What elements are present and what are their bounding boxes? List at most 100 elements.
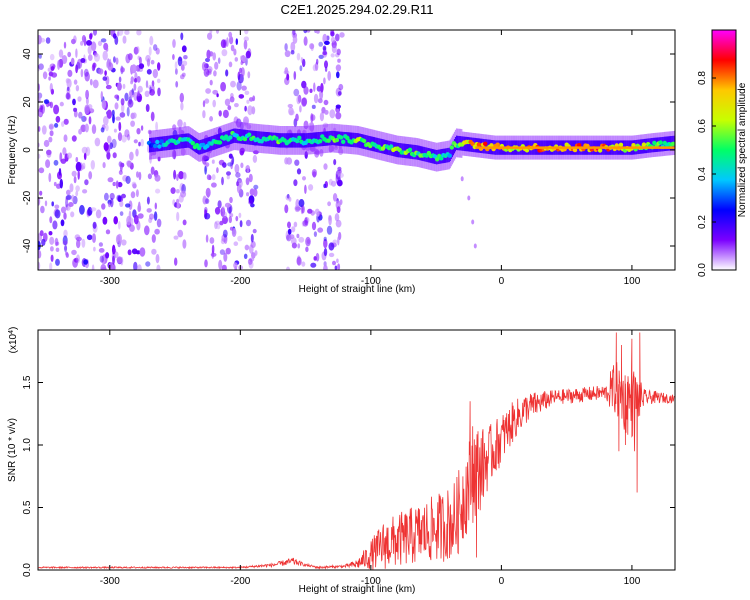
tail-point	[467, 195, 471, 201]
ridge-body	[450, 144, 452, 160]
noise-speckle	[89, 78, 93, 86]
noise-speckle	[323, 47, 327, 55]
noise-speckle	[133, 261, 138, 270]
noise-speckle	[316, 30, 320, 34]
noise-speckle	[335, 33, 340, 42]
noise-speckle	[50, 66, 55, 71]
noise-speckle	[114, 102, 119, 110]
noise-speckle	[137, 204, 142, 212]
noise-speckle	[209, 79, 213, 86]
noise-speckle	[38, 126, 41, 132]
noise-speckle	[130, 191, 136, 199]
noise-speckle	[234, 103, 239, 108]
noise-speckle	[62, 240, 68, 246]
noise-speckle	[211, 182, 217, 188]
ridge-body	[469, 137, 471, 152]
noise-speckle	[286, 266, 290, 270]
x-tick-label: -300	[100, 276, 120, 287]
noise-speckle	[304, 184, 307, 194]
noise-speckle	[293, 71, 297, 80]
ridge-body	[343, 131, 345, 147]
noise-speckle	[150, 59, 155, 65]
noise-speckle	[132, 183, 137, 189]
noise-speckle	[241, 55, 247, 63]
noise-speckle	[222, 229, 228, 238]
noise-speckle	[75, 85, 80, 92]
noise-speckle	[48, 172, 52, 183]
noise-speckle	[145, 54, 151, 63]
noise-speckle	[337, 166, 342, 171]
ridge-core	[297, 135, 302, 140]
noise-speckle	[173, 169, 177, 180]
noise-speckle	[124, 92, 129, 102]
noise-speckle	[249, 244, 254, 254]
noise-speckle	[53, 159, 59, 166]
noise-speckle	[304, 217, 308, 226]
noise-speckle	[176, 201, 180, 209]
snr-plot-area	[38, 330, 675, 570]
y-tick-label: 40	[22, 48, 33, 60]
colorbar-tick-label: 0.2	[697, 215, 708, 229]
colorbar: 0.0 0.2 0.4 0.6 0.8 Normalized spectral ampl…	[697, 29, 748, 277]
noise-speckle	[305, 236, 311, 247]
noise-speckle	[293, 221, 298, 228]
noise-speckle	[177, 119, 183, 128]
noise-speckle	[88, 54, 93, 61]
noise-speckle	[54, 237, 59, 247]
noise-speckle	[138, 63, 145, 69]
ridge-core	[631, 143, 636, 148]
noise-speckle	[91, 264, 95, 270]
noise-speckle	[104, 70, 107, 76]
noise-speckle	[238, 212, 242, 218]
noise-speckle	[126, 160, 132, 167]
noise-speckle	[289, 234, 295, 240]
noise-speckle	[293, 179, 298, 187]
noise-speckle	[48, 136, 53, 143]
noise-speckle	[137, 85, 143, 93]
noise-speckle	[126, 215, 132, 226]
noise-speckle	[174, 257, 178, 266]
noise-speckle	[204, 165, 207, 175]
noise-speckle	[208, 175, 212, 181]
noise-speckle	[67, 152, 72, 159]
noise-speckle	[323, 236, 327, 242]
noise-speckle	[43, 99, 50, 104]
y-tick-label: 20	[22, 96, 33, 108]
noise-speckle	[244, 244, 250, 251]
ridge-body	[484, 139, 486, 154]
noise-speckle	[205, 198, 210, 204]
ridge-body	[239, 129, 241, 144]
noise-speckle	[81, 146, 88, 154]
noise-speckle	[284, 157, 289, 165]
noise-speckle	[206, 49, 211, 60]
noise-speckle	[214, 207, 221, 215]
figure-title: C2E1.2025.294.02.29.R11	[281, 2, 434, 17]
noise-speckle	[102, 50, 108, 61]
noise-speckle	[338, 231, 342, 241]
ridge-core	[435, 157, 440, 162]
ridge-body	[457, 135, 459, 151]
ridge-body	[350, 132, 352, 147]
ridge-body	[381, 139, 383, 154]
noise-speckle	[175, 68, 178, 75]
x-tick-label: -200	[230, 576, 250, 587]
noise-speckle	[247, 258, 253, 265]
noise-speckle	[65, 197, 69, 208]
noise-speckle	[145, 261, 151, 267]
noise-speckle	[222, 211, 227, 219]
ridge-core	[361, 138, 367, 144]
noise-speckle	[38, 250, 42, 259]
noise-speckle	[110, 197, 114, 208]
noise-speckle	[302, 58, 306, 68]
noise-speckle	[78, 128, 82, 135]
noise-speckle	[297, 243, 301, 249]
noise-speckle	[235, 38, 238, 45]
noise-speckle	[146, 208, 152, 213]
noise-speckle	[226, 174, 230, 180]
noise-speckle	[204, 259, 208, 268]
noise-speckle	[228, 61, 233, 68]
noise-speckle	[106, 61, 109, 68]
ridge-body	[317, 132, 319, 147]
noise-speckle	[121, 134, 127, 143]
